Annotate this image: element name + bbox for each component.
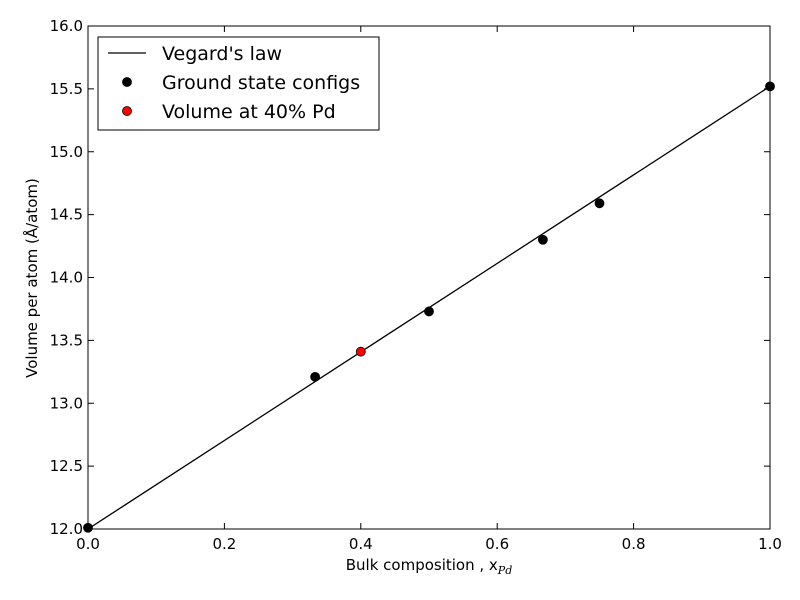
legend: Vegard's law Ground state configs Volume… [97, 36, 380, 131]
x-tick-label: 0.2 [212, 535, 236, 553]
y-tick-label: 12.0 [50, 520, 83, 538]
legend-label-ground-state-configs: Ground state configs [162, 72, 360, 94]
legend-label-vegards-law: Vegard's law [162, 43, 282, 65]
y-axis-label: Volume per atom (Å/atom) [22, 178, 41, 378]
ground-state-point [310, 371, 321, 382]
y-tick-label: 15.5 [50, 80, 83, 98]
x-tick-label: 0.0 [76, 535, 100, 553]
x-tick-label: 1.0 [758, 535, 782, 553]
legend-label-volume-at-40-pd: Volume at 40% Pd [162, 101, 336, 123]
ground-state-point [765, 81, 775, 92]
legend-black-marker-swatch [122, 77, 132, 87]
ground-state-point [424, 306, 434, 317]
ground-state-point [83, 522, 93, 533]
y-tick-label: 16.0 [50, 17, 83, 35]
y-tick-label: 13.0 [50, 394, 83, 412]
markers-layer [83, 81, 775, 533]
plot-frame [87, 25, 771, 530]
ground-state-point [537, 234, 548, 245]
x-axis-label: Bulk composition , xPd [346, 556, 513, 577]
x-tick-label: 0.6 [485, 535, 509, 553]
volume-at-40-pd-point [355, 346, 366, 357]
ground-state-point [594, 198, 605, 209]
legend-red-marker-swatch [122, 106, 132, 116]
axis-tick-labels: 0.0 0.2 0.4 0.6 0.8 1.0 12.0 12.5 13.0 13.5 14.0 14… [50, 17, 782, 553]
y-tick-label: 14.0 [50, 269, 83, 287]
x-tick-label: 0.4 [349, 535, 373, 553]
x-tick-label: 0.8 [622, 535, 646, 553]
y-tick-label: 12.5 [50, 457, 83, 475]
y-tick-label: 13.5 [50, 331, 83, 349]
y-tick-label: 14.5 [50, 206, 83, 224]
y-tick-label: 15.0 [50, 143, 83, 161]
